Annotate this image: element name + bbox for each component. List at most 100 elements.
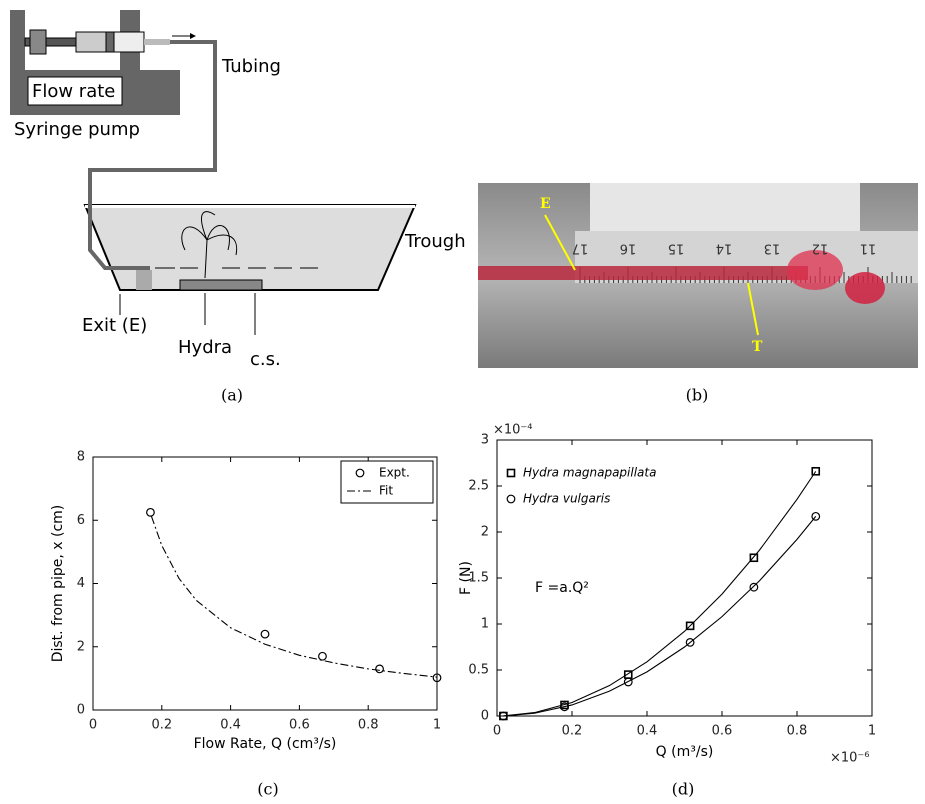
trough bbox=[83, 204, 417, 291]
ruler-label: 17 bbox=[572, 241, 589, 256]
x-tick-label: 1 bbox=[868, 724, 876, 739]
point bbox=[811, 466, 821, 476]
x-axis-label: Flow Rate, Q (cm³/s) bbox=[194, 736, 337, 752]
annotation: F =a.Q² bbox=[535, 580, 589, 596]
y-axis-label: F (N) bbox=[458, 561, 474, 595]
flow-rate-box bbox=[27, 76, 123, 106]
marker-label: E bbox=[540, 196, 551, 212]
barrel bbox=[113, 31, 145, 53]
red-blob bbox=[845, 272, 885, 304]
legend-label: Expt. bbox=[379, 466, 410, 480]
label: Hydra bbox=[178, 337, 232, 358]
point bbox=[685, 621, 695, 631]
ruler-label: 13 bbox=[764, 241, 781, 256]
x-tick-label: 0 bbox=[493, 724, 501, 739]
legend-swatch bbox=[506, 468, 516, 478]
y-tick-label: 0 bbox=[77, 703, 85, 718]
y-tick-label: 8 bbox=[77, 450, 85, 465]
legend-label: Hydra magnapapillata bbox=[523, 466, 656, 480]
caption: (b) bbox=[686, 386, 709, 405]
y-tick-label: 1.5 bbox=[468, 571, 489, 586]
marker-arrow bbox=[544, 214, 576, 271]
y-tick-label: 0.5 bbox=[468, 663, 489, 678]
y-tick-label: 0 bbox=[481, 709, 489, 724]
red-blob bbox=[787, 250, 843, 290]
label: Tubing bbox=[221, 56, 281, 77]
label: Trough bbox=[404, 231, 466, 252]
ruler-label: 14 bbox=[716, 241, 733, 256]
diagram-a: Flow rate Syringe pump Tubing Trough Exi… bbox=[10, 10, 466, 405]
caption: (c) bbox=[257, 780, 278, 799]
screw bbox=[29, 29, 47, 55]
y-tick-label: 2.5 bbox=[468, 479, 489, 494]
point bbox=[685, 638, 695, 647]
x-multiplier: ×10⁻⁶ bbox=[830, 751, 870, 766]
y-axis-label: Dist. from pipe, x (cm) bbox=[50, 505, 66, 663]
point bbox=[560, 702, 569, 712]
y-multiplier: ×10⁻⁴ bbox=[493, 423, 533, 438]
label: Syringe pump bbox=[14, 119, 140, 140]
fit-line bbox=[503, 471, 817, 717]
marker-label: T bbox=[752, 339, 763, 355]
y-tick-label: 4 bbox=[77, 576, 85, 591]
point bbox=[432, 673, 442, 683]
legend-swatch bbox=[506, 494, 516, 504]
pump-post bbox=[10, 10, 25, 72]
fit-line bbox=[150, 516, 438, 678]
caption: (d) bbox=[672, 780, 695, 799]
label: Exit (E) bbox=[82, 315, 147, 336]
ruler-label: 12 bbox=[812, 241, 829, 256]
y-tick-label: 1 bbox=[481, 617, 489, 632]
syringe bbox=[75, 31, 107, 53]
x-axis-label: Q (m³/s) bbox=[656, 744, 714, 760]
ruler-label: 15 bbox=[668, 241, 685, 256]
x-tick-label: 0 bbox=[89, 718, 97, 733]
cross-section bbox=[179, 279, 263, 291]
legend-box bbox=[340, 460, 434, 504]
y-tick-label: 2 bbox=[481, 525, 489, 540]
point bbox=[811, 511, 821, 521]
trough-rim bbox=[85, 205, 415, 208]
y-tick-label: 3 bbox=[481, 433, 489, 448]
x-tick-label: 0.8 bbox=[787, 724, 808, 739]
label: c.s. bbox=[250, 349, 281, 370]
plot-frame bbox=[496, 439, 873, 717]
ruler-label: 16 bbox=[620, 241, 637, 256]
x-tick-label: 0.8 bbox=[358, 718, 379, 733]
point bbox=[749, 582, 759, 592]
x-tick-label: 0.2 bbox=[151, 718, 172, 733]
support bbox=[136, 270, 152, 290]
point bbox=[375, 664, 384, 674]
point bbox=[749, 553, 759, 563]
y-tick-label: 6 bbox=[77, 513, 85, 528]
x-tick-label: 0.4 bbox=[637, 724, 658, 739]
x-tick-label: 1 bbox=[433, 718, 441, 733]
point bbox=[318, 651, 327, 661]
hydra-shape bbox=[181, 211, 238, 279]
ruler-label: 11 bbox=[860, 241, 877, 256]
photo-b: E T (b) bbox=[478, 183, 918, 405]
legend-label: Fit bbox=[379, 484, 393, 498]
x-tick-label: 0.6 bbox=[289, 718, 310, 733]
point bbox=[623, 677, 633, 687]
pointer-arrows bbox=[119, 293, 256, 335]
arrowhead bbox=[190, 33, 196, 39]
point bbox=[146, 507, 155, 517]
tubing bbox=[88, 40, 217, 270]
plunger bbox=[105, 31, 115, 53]
x-tick-label: 0.2 bbox=[562, 724, 583, 739]
x-tick-label: 0.4 bbox=[220, 718, 241, 733]
legend-label: Hydra vulgaris bbox=[523, 492, 610, 506]
x-tick-label: 0.6 bbox=[712, 724, 733, 739]
y-tick-label: 2 bbox=[77, 639, 85, 654]
label: Flow rate bbox=[32, 81, 115, 102]
point bbox=[260, 629, 270, 639]
marker-arrow bbox=[747, 282, 759, 336]
fit-line bbox=[503, 516, 817, 717]
notch bbox=[590, 183, 860, 231]
legend-swatch bbox=[355, 468, 365, 478]
red-streak bbox=[478, 266, 808, 280]
needle bbox=[144, 39, 170, 45]
